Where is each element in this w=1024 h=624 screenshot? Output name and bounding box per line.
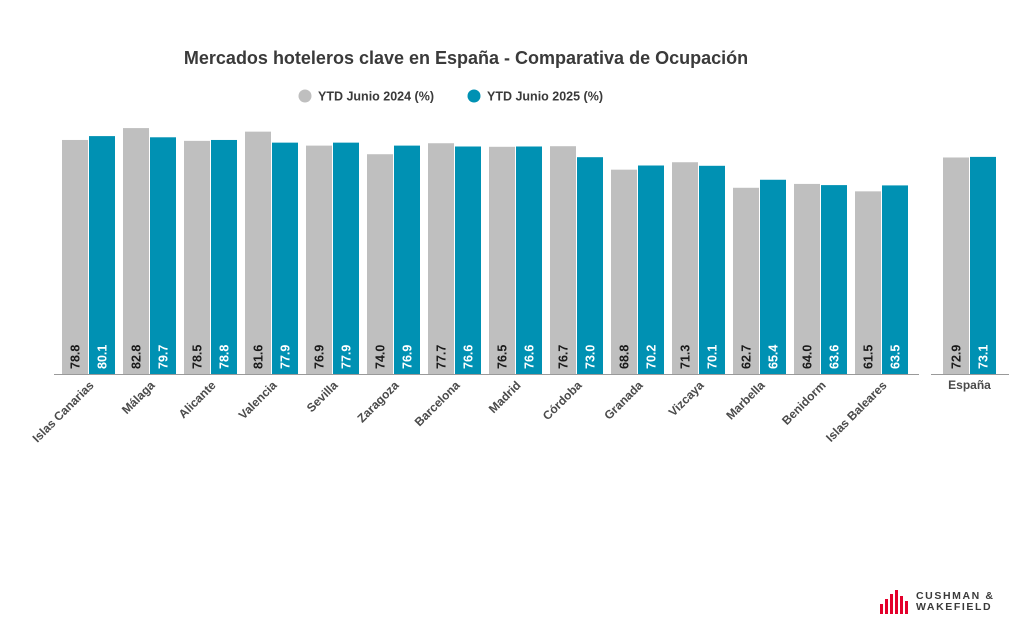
bar-espana-2024	[943, 157, 969, 374]
bar-malaga-2025	[150, 137, 176, 374]
bar-sevilla-2025	[333, 142, 359, 374]
value-label-vizcaya-2024: 71.3	[679, 345, 693, 369]
chart-title: Mercados hoteleros clave en España - Com…	[184, 48, 748, 68]
value-label-barcelona-2024: 77.7	[435, 345, 449, 369]
bar-marbella-2025	[760, 179, 786, 374]
value-label-malaga-2024: 82.8	[130, 345, 144, 369]
brand-name: CUSHMAN & WAKEFIELD	[916, 591, 995, 613]
bar-valencia-2024	[245, 131, 271, 374]
bar-islas-baleares-2025	[882, 185, 908, 374]
bars-group: 78.8 80.1 82.8 79.7 78.5 78.8 81.6 77.9 76.9 77.9…	[62, 128, 996, 374]
legend-label-1: YTD Junio 2024 (%)	[318, 90, 434, 104]
value-label-espana-2024: 72.9	[950, 345, 964, 369]
bar-cordoba-2025	[577, 157, 603, 374]
category-label-islas-canarias: Islas Canarias	[30, 378, 97, 445]
category-label-alicante: Alicante	[176, 378, 219, 421]
value-label-espana-2025: 73.1	[977, 345, 991, 369]
bar-barcelona-2025	[455, 146, 481, 374]
bar-zaragoza-2025	[394, 145, 420, 374]
value-label-sevilla-2024: 76.9	[313, 345, 327, 369]
category-label-vizcaya: Vizcaya	[666, 378, 707, 419]
cushman-wakefield-logo-mark	[880, 590, 908, 614]
legend-label-2: YTD Junio 2025 (%)	[487, 90, 603, 104]
legend-marker-1	[298, 89, 312, 103]
value-label-valencia-2024: 81.6	[252, 345, 266, 369]
value-label-benidorm-2025: 63.6	[828, 345, 842, 369]
category-label-sevilla: Sevilla	[304, 378, 341, 415]
value-label-islas-baleares-2025: 63.5	[889, 345, 903, 369]
category-label-islas-baleares: Islas Baleares	[823, 378, 890, 445]
category-label-valencia: Valencia	[236, 378, 280, 422]
value-label-vizcaya-2025: 70.1	[706, 345, 720, 369]
cushman-wakefield-logo: CUSHMAN & WAKEFIELD	[880, 589, 1010, 615]
bar-malaga-2024	[123, 128, 149, 374]
value-label-cordoba-2025: 73.0	[584, 345, 598, 369]
value-label-sevilla-2025: 77.9	[340, 345, 354, 369]
value-label-islas-canarias-2024: 78.8	[69, 345, 83, 369]
bar-benidorm-2024	[794, 183, 820, 374]
bar-alicante-2025	[211, 139, 237, 374]
legend-marker-2	[467, 89, 481, 103]
value-label-granada-2024: 68.8	[618, 345, 632, 369]
bar-granada-2024	[611, 169, 637, 374]
bar-vizcaya-2025	[699, 165, 725, 374]
value-label-islas-baleares-2024: 61.5	[862, 345, 876, 369]
value-label-granada-2025: 70.2	[645, 345, 659, 369]
bar-marbella-2024	[733, 187, 759, 374]
bar-espana-2025	[970, 156, 996, 374]
category-label-granada: Granada	[601, 378, 646, 423]
bar-valencia-2025	[272, 142, 298, 374]
value-label-madrid-2025: 76.6	[523, 345, 537, 369]
value-label-zaragoza-2024: 74.0	[374, 345, 388, 369]
value-label-alicante-2024: 78.5	[191, 345, 205, 369]
category-label-marbella: Marbella	[723, 378, 768, 423]
category-label-barcelona: Barcelona	[412, 378, 463, 429]
bar-vizcaya-2024	[672, 162, 698, 374]
category-labels: Islas Canarias Málaga Alicante Valencia Sevi…	[30, 378, 992, 445]
bar-alicante-2024	[184, 140, 210, 374]
value-label-marbella-2024: 62.7	[740, 345, 754, 369]
value-label-marbella-2025: 65.4	[767, 345, 781, 369]
category-label-espana: España	[948, 378, 991, 392]
category-label-madrid: Madrid	[486, 378, 524, 416]
category-label-benidorm: Benidorm	[779, 378, 829, 428]
bar-islas-baleares-2024	[855, 191, 881, 374]
bar-barcelona-2024	[428, 143, 454, 374]
brand-line-2: WAKEFIELD	[916, 601, 993, 613]
brand-line-1: CUSHMAN &	[916, 590, 995, 602]
category-label-cordoba: Córdoba	[540, 378, 585, 423]
chart-legend: YTD Junio 2024 (%) YTD Junio 2025 (%)	[298, 89, 603, 104]
value-label-malaga-2025: 79.7	[157, 345, 171, 369]
value-label-madrid-2024: 76.5	[496, 345, 510, 369]
value-label-benidorm-2024: 64.0	[801, 345, 815, 369]
bar-cordoba-2024	[550, 146, 576, 374]
bar-islas-canarias-2025	[89, 136, 115, 374]
bar-islas-canarias-2024	[62, 139, 88, 374]
bar-benidorm-2025	[821, 185, 847, 374]
value-label-islas-canarias-2025: 80.1	[96, 345, 110, 369]
bar-madrid-2024	[489, 146, 515, 374]
bar-zaragoza-2024	[367, 154, 393, 374]
value-label-cordoba-2024: 76.7	[557, 345, 571, 369]
value-label-barcelona-2025: 76.6	[462, 345, 476, 369]
bar-madrid-2025	[516, 146, 542, 374]
bar-granada-2025	[638, 165, 664, 374]
bar-sevilla-2024	[306, 145, 332, 374]
category-label-zaragoza: Zaragoza	[354, 378, 401, 425]
value-label-zaragoza-2025: 76.9	[401, 345, 415, 369]
value-label-valencia-2025: 77.9	[279, 345, 293, 369]
value-label-alicante-2025: 78.8	[218, 345, 232, 369]
category-label-malaga: Málaga	[119, 378, 158, 417]
